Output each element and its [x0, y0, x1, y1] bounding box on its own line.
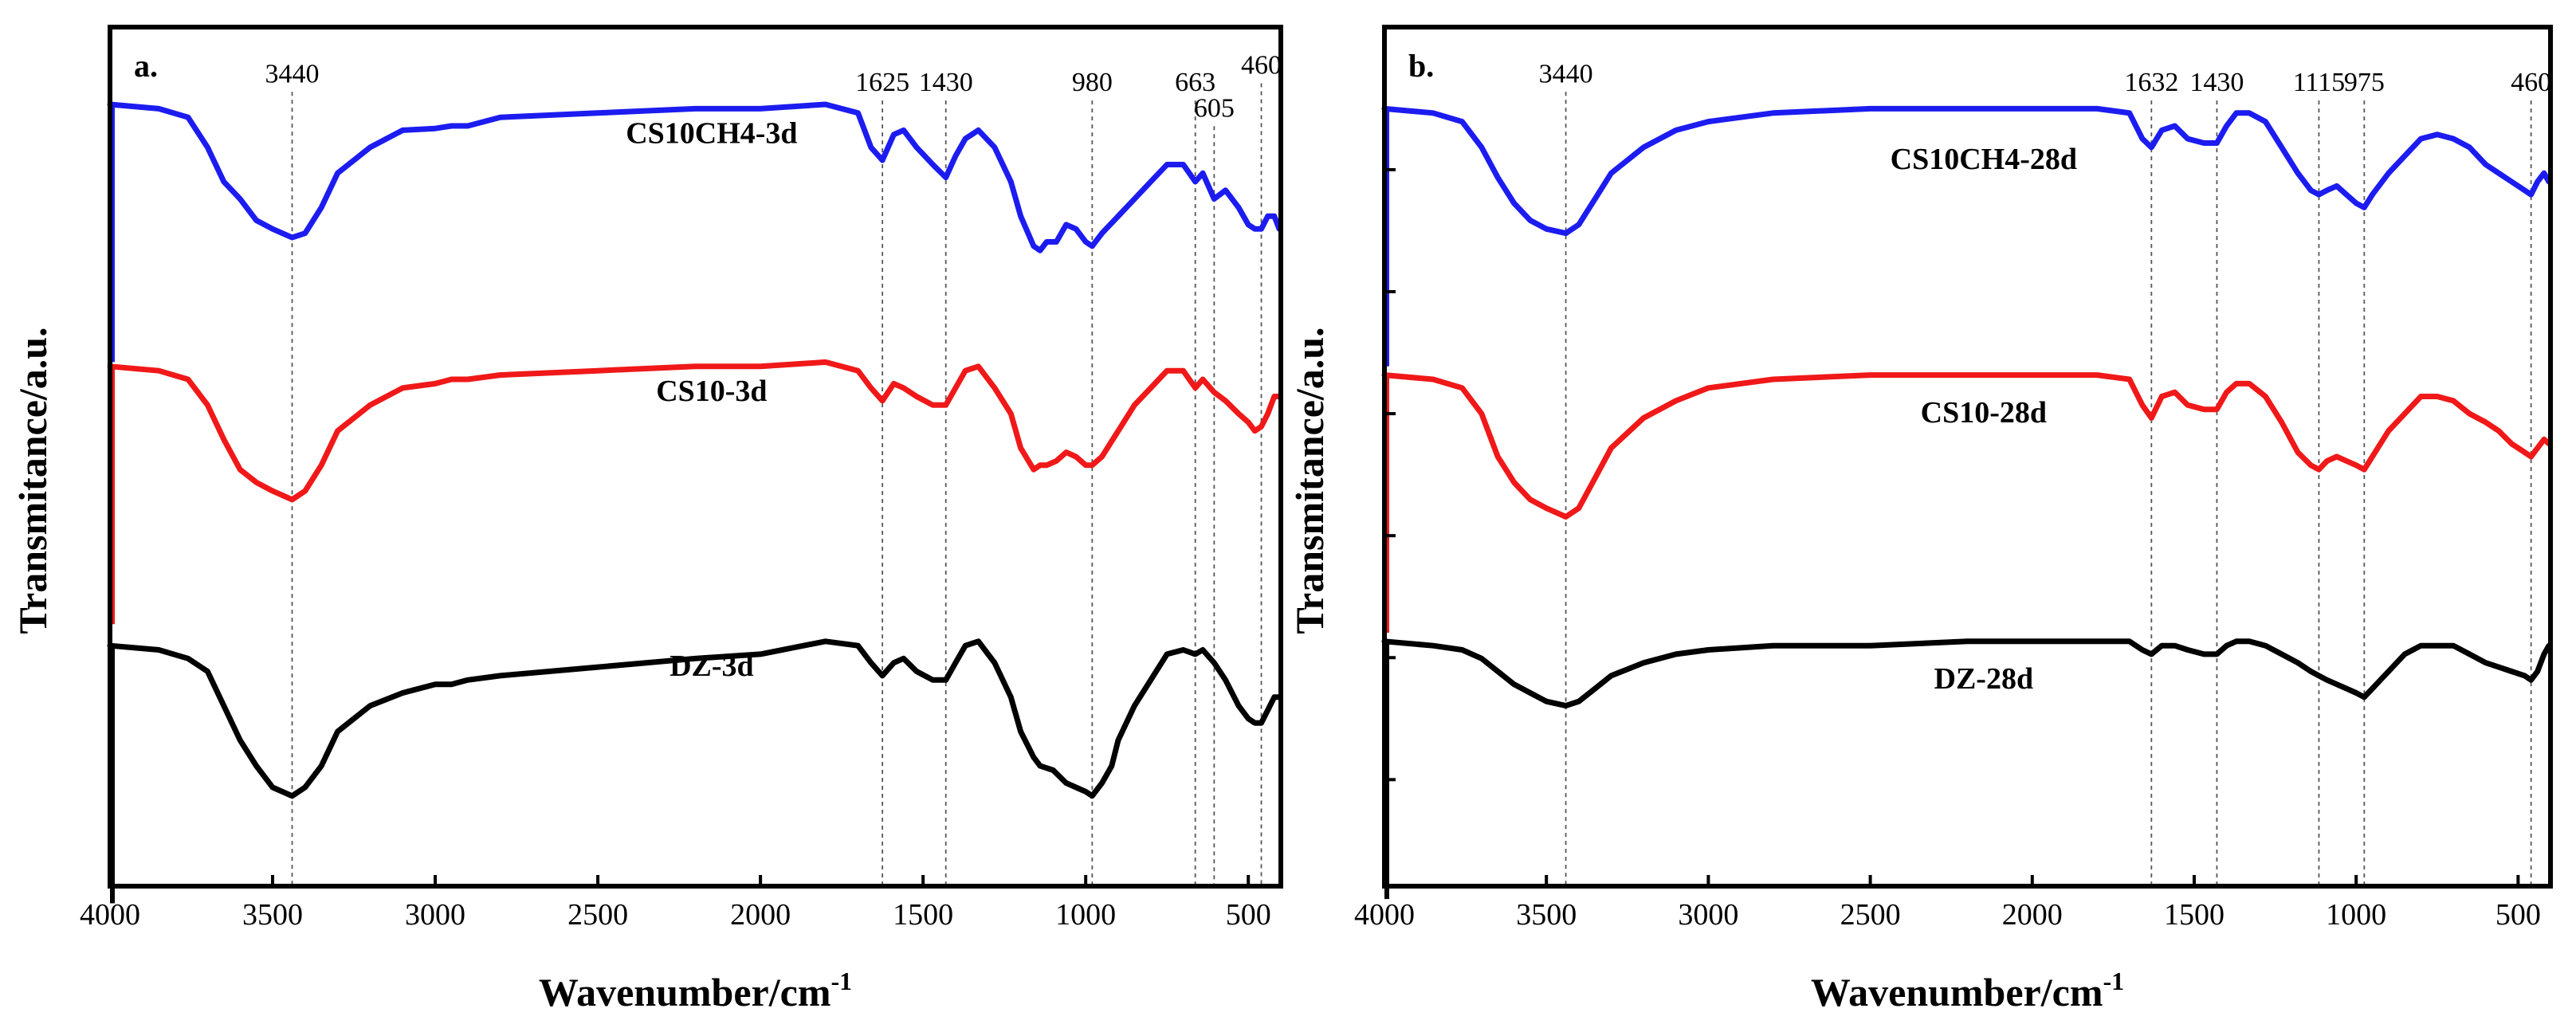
x-tick-label-3500: 3500: [1516, 898, 1577, 932]
x-axis-label-main: Wavenumber/cm: [539, 970, 831, 1014]
x-axis-label-superscript: -1: [831, 967, 852, 995]
series-line-CS10CH4-3d: [107, 101, 1282, 253]
peak-label-1115: 1115: [2293, 68, 2345, 97]
x-tick-label-500: 500: [2496, 898, 2541, 932]
x-tick-label-4000: 4000: [80, 898, 140, 932]
x-tick-label-1500: 1500: [893, 898, 953, 932]
x-tick-label-2500: 2500: [567, 898, 628, 932]
series-label-DZ-3d: DZ-3d: [670, 649, 754, 683]
panel-label: a.: [134, 48, 158, 84]
x-axis-label: Wavenumber/cm-1: [539, 967, 852, 1014]
x-tick-label-1000: 1000: [1055, 898, 1116, 932]
x-tick-label-2500: 2500: [1840, 898, 1901, 932]
peak-label-1625: 1625: [855, 68, 909, 97]
plot-frame: [108, 25, 1283, 889]
x-axis-label: Wavenumber/cm-1: [1811, 967, 2124, 1014]
peak-label-1430: 1430: [2189, 68, 2244, 97]
panel-label: b.: [1408, 48, 1434, 84]
x-tick-label-1500: 1500: [2164, 898, 2225, 932]
series-line-DZ-28d: [1381, 638, 2552, 709]
x-tick-label-4000: 4000: [1354, 898, 1415, 932]
series-line-DZ-3d: [107, 638, 1282, 799]
peak-label-460: 460: [1241, 51, 1282, 80]
series-label-CS10-3d: CS10-3d: [656, 375, 767, 408]
series-line-CS10-28d: [1381, 372, 2552, 520]
plot-frame: [1382, 25, 2553, 889]
x-axis-label-main: Wavenumber/cm: [1811, 970, 2103, 1014]
peak-label-975: 975: [2344, 68, 2385, 97]
series-line-CS10-3d: [107, 359, 1282, 503]
x-tick-label-3500: 3500: [242, 898, 303, 932]
x-tick-label-2000: 2000: [2002, 898, 2063, 932]
peak-label-3440: 3440: [265, 59, 320, 88]
peak-label-605: 605: [1194, 93, 1235, 123]
peak-label-663: 663: [1175, 68, 1215, 97]
peak-label-460: 460: [2511, 68, 2551, 97]
peak-label-980: 980: [1072, 68, 1113, 97]
x-tick-label-1000: 1000: [2326, 898, 2386, 932]
x-tick-label-2000: 2000: [730, 898, 791, 932]
y-axis-label: Transmitance/a.u.: [1287, 327, 1332, 634]
x-tick-label-3000: 3000: [405, 898, 465, 932]
x-tick-label-3000: 3000: [1678, 898, 1738, 932]
y-axis-label: Transmitance/a.u.: [10, 327, 55, 634]
peak-label-1430: 1430: [919, 68, 973, 97]
series-label-CS10-28d: CS10-28d: [1921, 396, 2047, 430]
x-tick-label-500: 500: [1226, 898, 1271, 932]
series-label-CS10CH4-3d: CS10CH4-3d: [626, 117, 797, 151]
series-line-CS10CH4-28d: [1381, 105, 2552, 237]
series-label-DZ-28d: DZ-28d: [1934, 662, 2034, 696]
series-label-CS10CH4-28d: CS10CH4-28d: [1891, 143, 2077, 176]
peak-label-1632: 1632: [2124, 68, 2178, 97]
x-axis-label-superscript: -1: [2103, 967, 2124, 995]
peak-label-3440: 3440: [1539, 59, 1593, 88]
